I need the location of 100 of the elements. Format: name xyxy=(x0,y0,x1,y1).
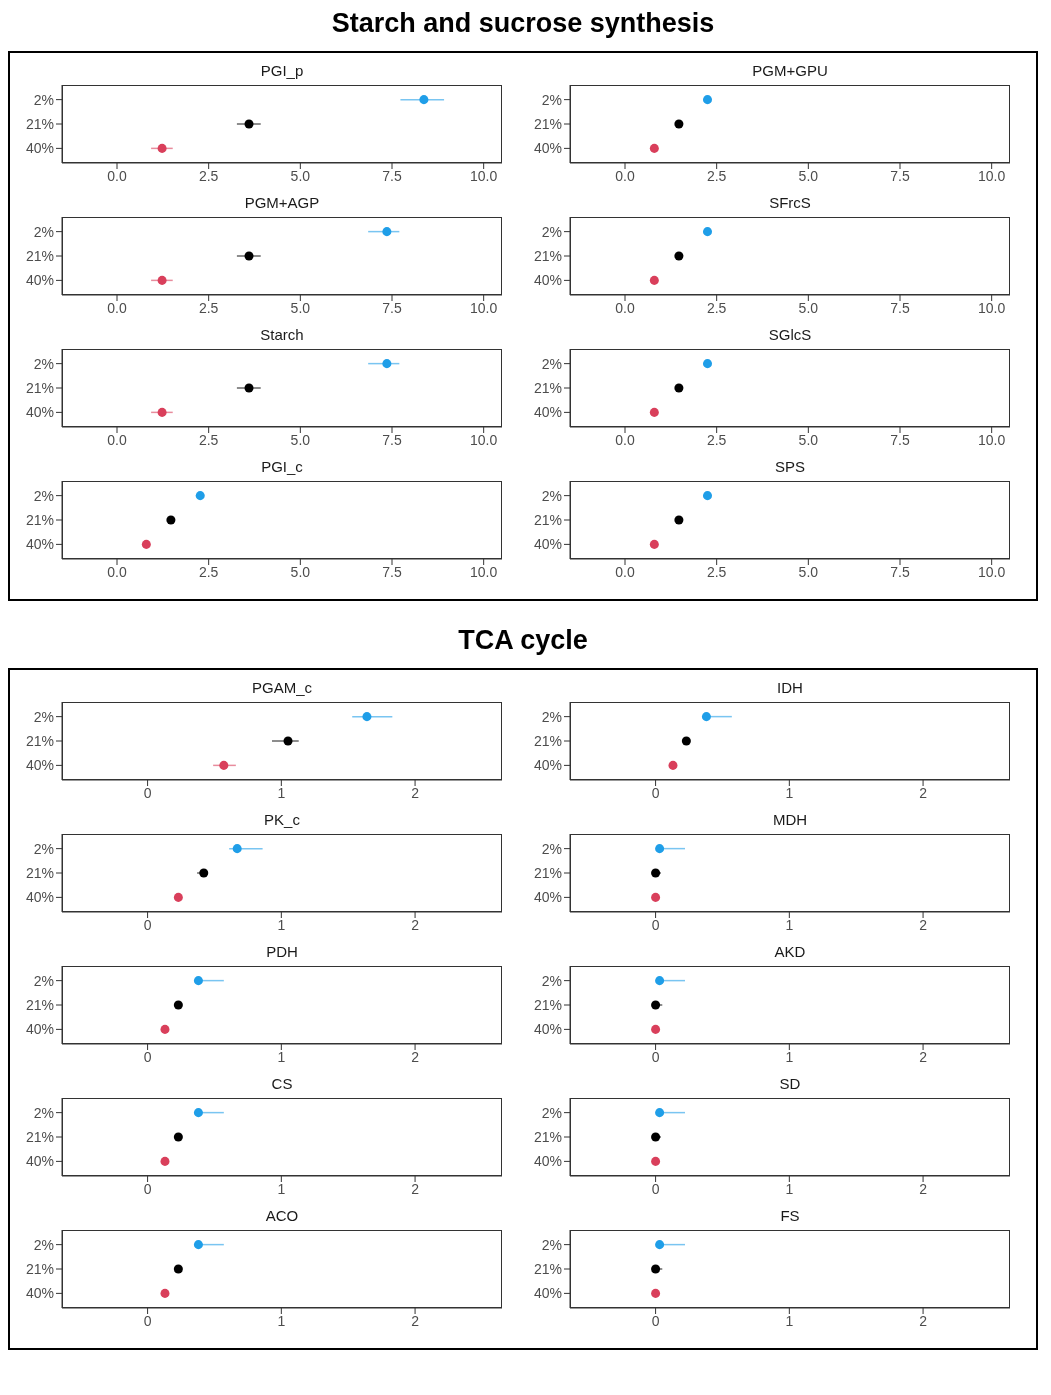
y-tick-label: 21% xyxy=(25,732,54,749)
x-tick-label: 2 xyxy=(411,1312,420,1329)
y-tick-label: 21% xyxy=(533,864,562,881)
x-tick-label: 2 xyxy=(919,916,928,933)
x-tick-label: 2 xyxy=(411,1048,420,1065)
x-tick-label: 7.5 xyxy=(382,563,402,580)
y-tick-label: 2% xyxy=(33,91,54,108)
x-tick-label: 10.0 xyxy=(978,167,1006,184)
chart-title: ACO xyxy=(264,1206,300,1226)
x-tick-label: 0 xyxy=(143,1312,152,1329)
y-tick-label: 2% xyxy=(33,487,54,504)
x-tick-label: 2 xyxy=(919,1048,928,1065)
x-tick-label: 0 xyxy=(143,916,152,933)
x-tick-label: 0.0 xyxy=(615,299,635,316)
x-tick-label: 0 xyxy=(651,1180,660,1197)
x-tick-label: 5.0 xyxy=(290,167,311,184)
chart-title: PGM+AGP xyxy=(243,193,321,213)
x-tick-label: 10.0 xyxy=(978,563,1006,580)
x-tick-label: 0 xyxy=(143,784,152,801)
y-tick-label: 21% xyxy=(533,996,562,1013)
y-tick-label: 21% xyxy=(533,1260,562,1277)
chart-title: PDH xyxy=(265,942,299,962)
y-tick-label: 2% xyxy=(541,223,562,240)
y-tick-label: 40% xyxy=(25,404,54,421)
x-tick-label: 5.0 xyxy=(798,167,819,184)
x-tick-label: 0 xyxy=(651,784,660,801)
x-tick-label: 0.0 xyxy=(107,563,127,580)
x-tick-label: 0 xyxy=(651,1048,660,1065)
x-tick-label: 5.0 xyxy=(798,431,819,448)
y-tick-label: 21% xyxy=(25,247,54,264)
x-tick-label: 1 xyxy=(277,1312,286,1329)
x-tick-label: 10.0 xyxy=(470,167,498,184)
x-tick-label: 7.5 xyxy=(382,431,402,448)
y-tick-label: 40% xyxy=(533,889,562,906)
x-tick-label: 1 xyxy=(785,916,794,933)
chart-title: SPS xyxy=(774,457,806,477)
x-tick-label: 2.5 xyxy=(198,563,219,580)
chart-title: PGI_c xyxy=(260,457,304,477)
y-tick-label: 40% xyxy=(25,272,54,289)
y-tick-label: 2% xyxy=(33,972,54,989)
y-tick-label: 2% xyxy=(541,355,562,372)
chart-title: PK_c xyxy=(263,810,301,830)
y-tick-label: 2% xyxy=(33,708,54,725)
x-tick-label: 0.0 xyxy=(615,167,635,184)
x-tick-label: 5.0 xyxy=(290,299,311,316)
x-tick-label: 0 xyxy=(143,1180,152,1197)
x-tick-label: 5.0 xyxy=(798,563,819,580)
x-tick-label: 2.5 xyxy=(706,431,727,448)
y-tick-label: 40% xyxy=(25,889,54,906)
x-tick-label: 1 xyxy=(785,1048,794,1065)
y-tick-label: 40% xyxy=(533,1285,562,1302)
y-tick-label: 40% xyxy=(25,536,54,553)
x-tick-label: 5.0 xyxy=(290,431,311,448)
x-tick-label: 2 xyxy=(411,1180,420,1197)
y-tick-label: 2% xyxy=(541,972,562,989)
y-tick-label: 40% xyxy=(533,1021,562,1038)
x-tick-label: 0 xyxy=(651,916,660,933)
chart-title: MDH xyxy=(771,810,809,830)
chart-title: PGI_p xyxy=(259,61,305,81)
x-tick-label: 2 xyxy=(411,916,420,933)
y-tick-label: 40% xyxy=(25,1021,54,1038)
x-tick-label: 2.5 xyxy=(198,431,219,448)
x-tick-label: 2.5 xyxy=(198,299,219,316)
text: Starch and sucrose synthesis xyxy=(330,8,716,39)
chart-title: SD xyxy=(778,1074,802,1094)
x-tick-label: 1 xyxy=(785,1312,794,1329)
x-tick-label: 1 xyxy=(277,1180,286,1197)
y-tick-label: 21% xyxy=(25,115,54,132)
y-tick-label: 40% xyxy=(533,757,562,774)
x-tick-label: 7.5 xyxy=(890,167,910,184)
x-tick-label: 1 xyxy=(277,916,286,933)
y-tick-label: 40% xyxy=(533,1153,562,1170)
x-tick-label: 2.5 xyxy=(706,563,727,580)
y-tick-label: 2% xyxy=(33,1104,54,1121)
y-tick-label: 2% xyxy=(541,840,562,857)
y-tick-label: 2% xyxy=(541,1236,562,1253)
y-tick-label: 21% xyxy=(533,511,562,528)
x-tick-label: 0 xyxy=(651,1312,660,1329)
x-tick-label: 0.0 xyxy=(615,431,635,448)
y-tick-label: 40% xyxy=(25,757,54,774)
y-tick-label: 2% xyxy=(33,1236,54,1253)
x-tick-label: 5.0 xyxy=(798,299,819,316)
y-tick-label: 21% xyxy=(533,1128,562,1145)
x-tick-label: 2.5 xyxy=(198,167,219,184)
x-tick-label: 2.5 xyxy=(706,167,727,184)
text: TCA cycle xyxy=(457,625,589,656)
y-tick-label: 21% xyxy=(25,864,54,881)
x-tick-label: 1 xyxy=(785,784,794,801)
chart-title: Starch xyxy=(259,325,305,345)
x-tick-label: 10.0 xyxy=(978,431,1006,448)
x-tick-label: 0 xyxy=(143,1048,152,1065)
chart-title: SGlcS xyxy=(767,325,813,345)
chart-title: CS xyxy=(270,1074,294,1094)
chart-title: IDH xyxy=(776,678,804,698)
x-tick-label: 1 xyxy=(785,1180,794,1197)
y-tick-label: 21% xyxy=(533,247,562,264)
x-tick-label: 7.5 xyxy=(890,563,910,580)
x-tick-label: 2 xyxy=(919,784,928,801)
y-tick-label: 21% xyxy=(25,1260,54,1277)
x-tick-label: 5.0 xyxy=(290,563,311,580)
